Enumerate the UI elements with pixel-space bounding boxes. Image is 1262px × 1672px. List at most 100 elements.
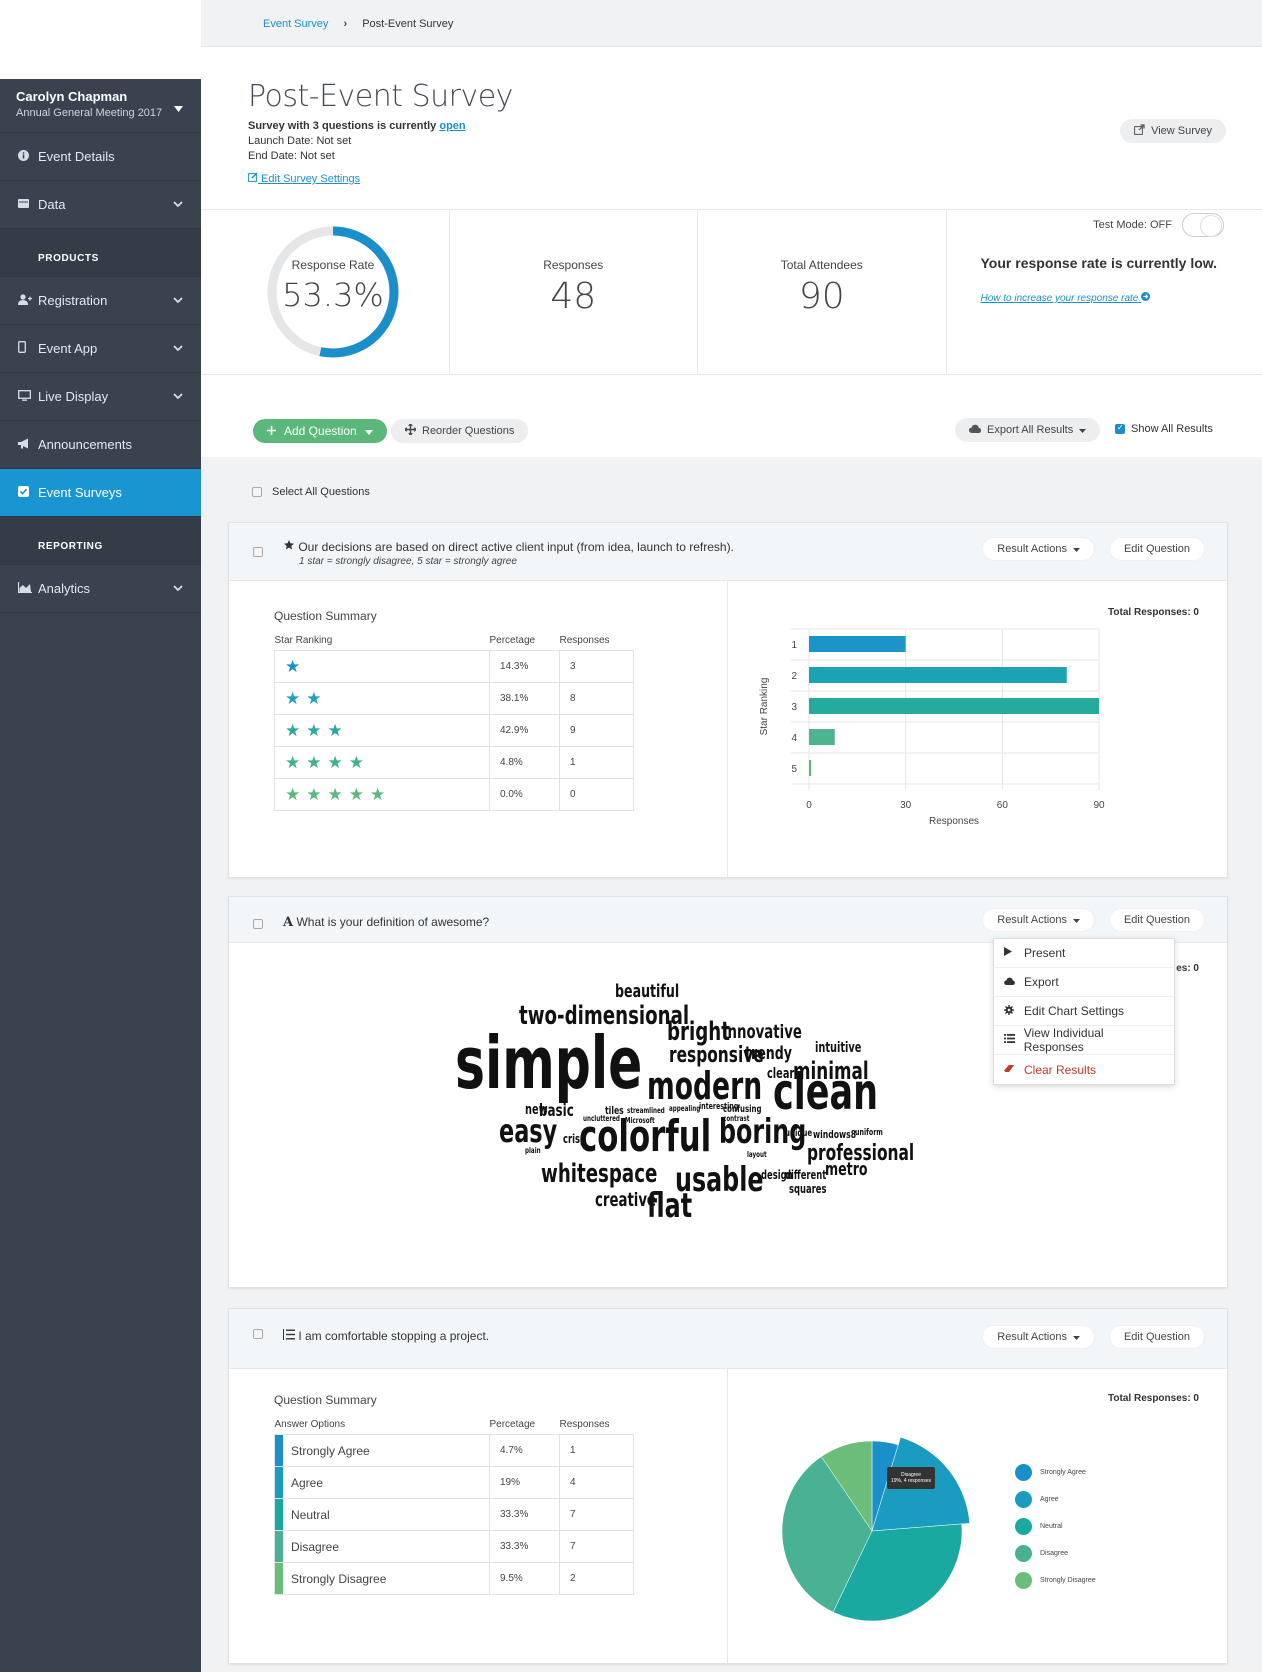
- add-question-button[interactable]: Add Question: [253, 419, 387, 443]
- table-row: ★ ★ ★ 42.9% 9: [274, 714, 634, 747]
- response-rate-label: Response Rate: [291, 258, 375, 272]
- word-cloud: beautiful two-dimensional bright innovative…: [455, 983, 914, 1243]
- select-all-questions[interactable]: Select All Questions: [252, 486, 370, 498]
- sidebar-item-analytics[interactable]: Analytics: [0, 565, 201, 613]
- move-icon: [404, 423, 417, 438]
- user-switcher[interactable]: Carolyn Chapman Annual General Meeting 2…: [0, 79, 201, 133]
- legend-dot: [1015, 1464, 1032, 1481]
- y-tick-label: 5: [791, 764, 797, 775]
- menu-item-edit-chart-settings[interactable]: Edit Chart Settings: [994, 997, 1174, 1026]
- result-actions-button[interactable]: Result Actions: [982, 1325, 1095, 1349]
- sidebar-item-announcements[interactable]: Announcements: [0, 421, 201, 469]
- legend-item[interactable]: Neutral: [1015, 1513, 1096, 1540]
- chevron-down-icon[interactable]: [173, 343, 183, 354]
- legend-item[interactable]: Disagree: [1015, 1540, 1096, 1567]
- increase-rate-label: How to increase your response rate: [980, 293, 1139, 304]
- responses-value: 48: [550, 276, 597, 317]
- question-checkbox[interactable]: [253, 919, 263, 929]
- chevron-down-icon[interactable]: [173, 391, 183, 402]
- legend-item[interactable]: Strongly Agree: [1015, 1459, 1096, 1486]
- question-summary: Question Summary Answer Options Percetag…: [274, 1393, 634, 1595]
- sidebar-item-event-details[interactable]: Event Details: [0, 133, 201, 181]
- answer-option-cell: Neutral: [274, 1498, 490, 1531]
- word-cloud-word: professional: [807, 1141, 915, 1166]
- edit-question-label: Edit Question: [1123, 1331, 1190, 1343]
- chevron-down-icon[interactable]: [173, 295, 183, 306]
- chevron-down-icon[interactable]: [173, 583, 183, 594]
- word-cloud-word: Microsoft: [625, 1116, 655, 1125]
- color-swatch: [275, 1435, 283, 1466]
- result-actions-button[interactable]: Result Actions: [982, 908, 1095, 932]
- legend-label: Agree: [1040, 1496, 1059, 1503]
- total-responses-partial: es: 0: [1176, 963, 1199, 974]
- responses-cell: 3: [559, 650, 634, 683]
- word-cloud-word: clean: [773, 1063, 879, 1121]
- breadcrumb-current: Post-Event Survey: [362, 18, 454, 30]
- x-tick-label: 90: [1093, 800, 1105, 811]
- menu-item-present[interactable]: Present: [994, 939, 1174, 968]
- stat-responses: Responses 48: [450, 210, 698, 374]
- responses-cell: 4: [559, 1466, 634, 1499]
- menu-item-clear-results[interactable]: Clear Results: [994, 1055, 1174, 1084]
- stat-low-rate: Your response rate is currently low. How…: [947, 210, 1262, 374]
- mobile-icon: [18, 341, 38, 356]
- color-swatch: [275, 1499, 283, 1530]
- edit-question-button[interactable]: Edit Question: [1108, 1325, 1205, 1349]
- percentage-cell: 0.0%: [489, 778, 560, 811]
- legend-label: Disagree: [1040, 1550, 1069, 1557]
- question-checkbox[interactable]: [253, 1329, 263, 1339]
- export-all-results-button[interactable]: Export All Results: [955, 418, 1101, 442]
- show-all-results[interactable]: Show All Results: [1115, 423, 1213, 435]
- edit-question-button[interactable]: Edit Question: [1108, 537, 1205, 561]
- result-actions-label: Result Actions: [997, 914, 1067, 926]
- menu-item-export[interactable]: Export: [994, 968, 1174, 997]
- answer-option-label: Agree: [291, 1475, 324, 1490]
- star-icon: ★: [306, 688, 322, 708]
- sidebar-item-live-display[interactable]: Live Display: [0, 373, 201, 421]
- show-all-checkbox[interactable]: [1115, 423, 1125, 434]
- word-cloud-word: innovative: [723, 1021, 802, 1043]
- sidebar-item-registration[interactable]: Registration: [0, 277, 201, 325]
- question-checkbox[interactable]: [253, 547, 263, 557]
- select-all-checkbox[interactable]: [252, 487, 262, 497]
- sidebar-item-event-surveys[interactable]: Event Surveys: [0, 469, 201, 517]
- legend-label: Neutral: [1040, 1523, 1063, 1530]
- breadcrumb-link-event-survey[interactable]: Event Survey: [263, 18, 329, 30]
- legend-item[interactable]: Strongly Disagree: [1015, 1567, 1096, 1594]
- view-survey-button[interactable]: View Survey: [1120, 119, 1226, 143]
- chevron-down-icon[interactable]: [173, 199, 183, 210]
- star-icon: ★: [306, 784, 322, 804]
- edit-survey-settings-link[interactable]: Edit Survey Settings: [248, 172, 360, 185]
- sidebar-item-label: Event Surveys: [38, 485, 122, 500]
- breadcrumb-separator-icon: ›: [343, 18, 348, 30]
- answer-option-label: Disagree: [291, 1539, 340, 1554]
- word-cloud-word: metro: [825, 1159, 868, 1180]
- word-cloud-word: uniform: [855, 1128, 883, 1138]
- word-cloud-word: plain: [525, 1146, 541, 1155]
- sidebar-item-event-app[interactable]: Event App: [0, 325, 201, 373]
- menu-item-view-individual-responses[interactable]: View Individual Responses: [994, 1026, 1174, 1055]
- menu-item-label: Present: [1024, 946, 1066, 960]
- x-tick-label: 30: [900, 800, 912, 811]
- total-responses: Total Responses: 0: [1108, 1393, 1199, 1404]
- arrow-circle-right-icon: [1141, 292, 1151, 304]
- sidebar-item-data[interactable]: Data: [0, 181, 201, 229]
- table-row: Strongly Disagree 9.5% 2: [274, 1562, 634, 1595]
- question-1-text: Our decisions are based on direct active…: [298, 540, 734, 554]
- reorder-questions-button[interactable]: Reorder Questions: [391, 419, 529, 443]
- increase-rate-link[interactable]: How to increase your response rate: [981, 292, 1151, 304]
- answer-option-cell: Strongly Agree: [274, 1434, 490, 1467]
- legend-item[interactable]: Agree: [1015, 1486, 1096, 1513]
- cloud-icon: [969, 424, 981, 436]
- edit-question-button[interactable]: Edit Question: [1108, 908, 1205, 932]
- section-heading-reporting: REPORTING: [0, 517, 201, 565]
- event-name: Annual General Meeting 2017: [16, 107, 163, 119]
- status-open-link[interactable]: open: [439, 120, 466, 132]
- percentage-cell: 14.3%: [489, 650, 560, 683]
- response-rate-value: 53.3%: [282, 276, 384, 314]
- caret-down-icon[interactable]: [174, 101, 183, 115]
- result-actions-button[interactable]: Result Actions: [982, 537, 1095, 561]
- star-icon: ★: [285, 720, 301, 740]
- test-mode-toggle[interactable]: [1182, 213, 1224, 237]
- user-name: Carolyn Chapman: [16, 89, 128, 104]
